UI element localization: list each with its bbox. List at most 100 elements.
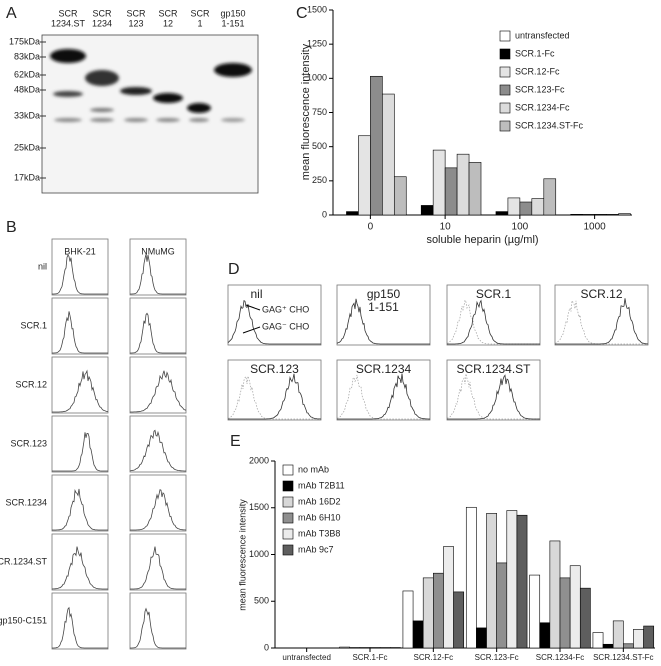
bar (618, 213, 631, 216)
legend-swatch (282, 464, 294, 476)
lane-label: 1-151 (221, 18, 244, 28)
panel-label: C (296, 5, 308, 22)
y-tick-label: 500 (254, 596, 269, 606)
lane-label: SCR (126, 8, 146, 18)
lane-label: 123 (128, 18, 143, 28)
histogram-box (446, 284, 541, 346)
x-tick-label: SCR.12-Fc (414, 653, 454, 662)
histogram (446, 373, 540, 420)
lane-label: 1234.ST (51, 18, 86, 28)
bar (549, 540, 561, 649)
y-tick-label: 1250 (307, 39, 327, 49)
histogram (51, 546, 108, 590)
lane-label: 1 (197, 18, 202, 28)
marker-label: 25kDa (14, 142, 40, 152)
histogram-box (51, 238, 109, 296)
annotation: GAG⁺ CHO (262, 304, 309, 314)
histogram (446, 298, 540, 345)
bar (382, 93, 395, 216)
histogram (447, 299, 540, 345)
panel-label: E (230, 433, 241, 450)
column-label: NMuMG (141, 246, 175, 256)
histogram-box (227, 284, 322, 346)
histogram (129, 429, 186, 472)
histogram-box (129, 474, 187, 532)
row-label: SCR.123 (10, 438, 47, 448)
legend-swatch (499, 66, 511, 78)
histogram (52, 254, 108, 295)
histogram (228, 373, 322, 420)
legend-swatch (499, 84, 511, 96)
x-tick-label: SCR.1-Fc (352, 653, 387, 662)
lane-label: SCR (158, 8, 178, 18)
bar (579, 587, 591, 649)
histogram (52, 606, 108, 649)
sample-label: nil (250, 287, 262, 301)
row-label: SCR.1234 (5, 497, 47, 507)
lane-label: gp150 (220, 8, 245, 18)
legend-label: SCR.1234-Fc (515, 102, 570, 112)
legend-label: SCR.1-Fc (515, 48, 555, 58)
bar (465, 506, 477, 649)
bar (543, 178, 557, 216)
arrow (245, 304, 261, 311)
sample-label: SCR.1234 (356, 362, 412, 376)
legend-swatch (499, 120, 511, 132)
bar (402, 590, 414, 649)
y-tick-label: 750 (312, 107, 327, 117)
bar (531, 198, 545, 216)
lane-label: SCR (92, 8, 112, 18)
legend-swatch (282, 480, 294, 492)
bar (495, 211, 509, 216)
histogram-box (129, 297, 187, 355)
lane-label: SCR (190, 8, 210, 18)
histogram-box (129, 415, 187, 473)
annotation: GAG⁻ CHO (262, 321, 309, 331)
bar (370, 75, 383, 216)
bar (519, 201, 533, 216)
histogram (52, 311, 108, 354)
sample-label: 1-151 (368, 300, 399, 314)
x-tick-label: SCR.1234-Fc (536, 653, 584, 662)
sample-label: gp150 (367, 287, 401, 301)
bar (453, 591, 465, 649)
histogram (447, 374, 540, 420)
bar (444, 167, 458, 216)
histogram (336, 374, 430, 420)
histogram (130, 312, 186, 354)
bar (496, 562, 508, 649)
bar (582, 214, 595, 216)
bar (456, 153, 470, 216)
histogram (227, 299, 321, 345)
bar (486, 513, 497, 649)
lane-label: SCR (58, 8, 78, 18)
histogram (52, 369, 109, 413)
bar (422, 577, 434, 649)
sample-label: SCR.1 (476, 287, 512, 301)
histogram-box (51, 592, 109, 650)
x-tick-label: 0 (368, 222, 374, 233)
marker-label: 175kDa (9, 36, 40, 46)
histogram-box (51, 297, 109, 355)
bar (433, 572, 444, 649)
bar (594, 214, 607, 216)
y-axis-label: mean fluorescence intensity (300, 43, 312, 180)
bar (623, 643, 634, 649)
y-tick-label: 1000 (307, 73, 327, 83)
y-tick-label: 0 (264, 642, 269, 652)
bar (476, 627, 487, 649)
legend-swatch (499, 48, 511, 60)
bar (506, 510, 518, 649)
y-tick-label: 1500 (307, 4, 327, 14)
panel-label: B (6, 219, 17, 236)
bar (602, 643, 614, 649)
histogram-box (129, 356, 187, 414)
bar (612, 620, 624, 649)
arrow (242, 326, 261, 334)
legend-swatch (282, 528, 294, 540)
x-tick-label: SCR.123-Fc (475, 653, 519, 662)
marker-label: 33kDa (14, 110, 40, 120)
bar (606, 214, 619, 216)
histogram (52, 432, 108, 472)
bar (592, 632, 604, 649)
